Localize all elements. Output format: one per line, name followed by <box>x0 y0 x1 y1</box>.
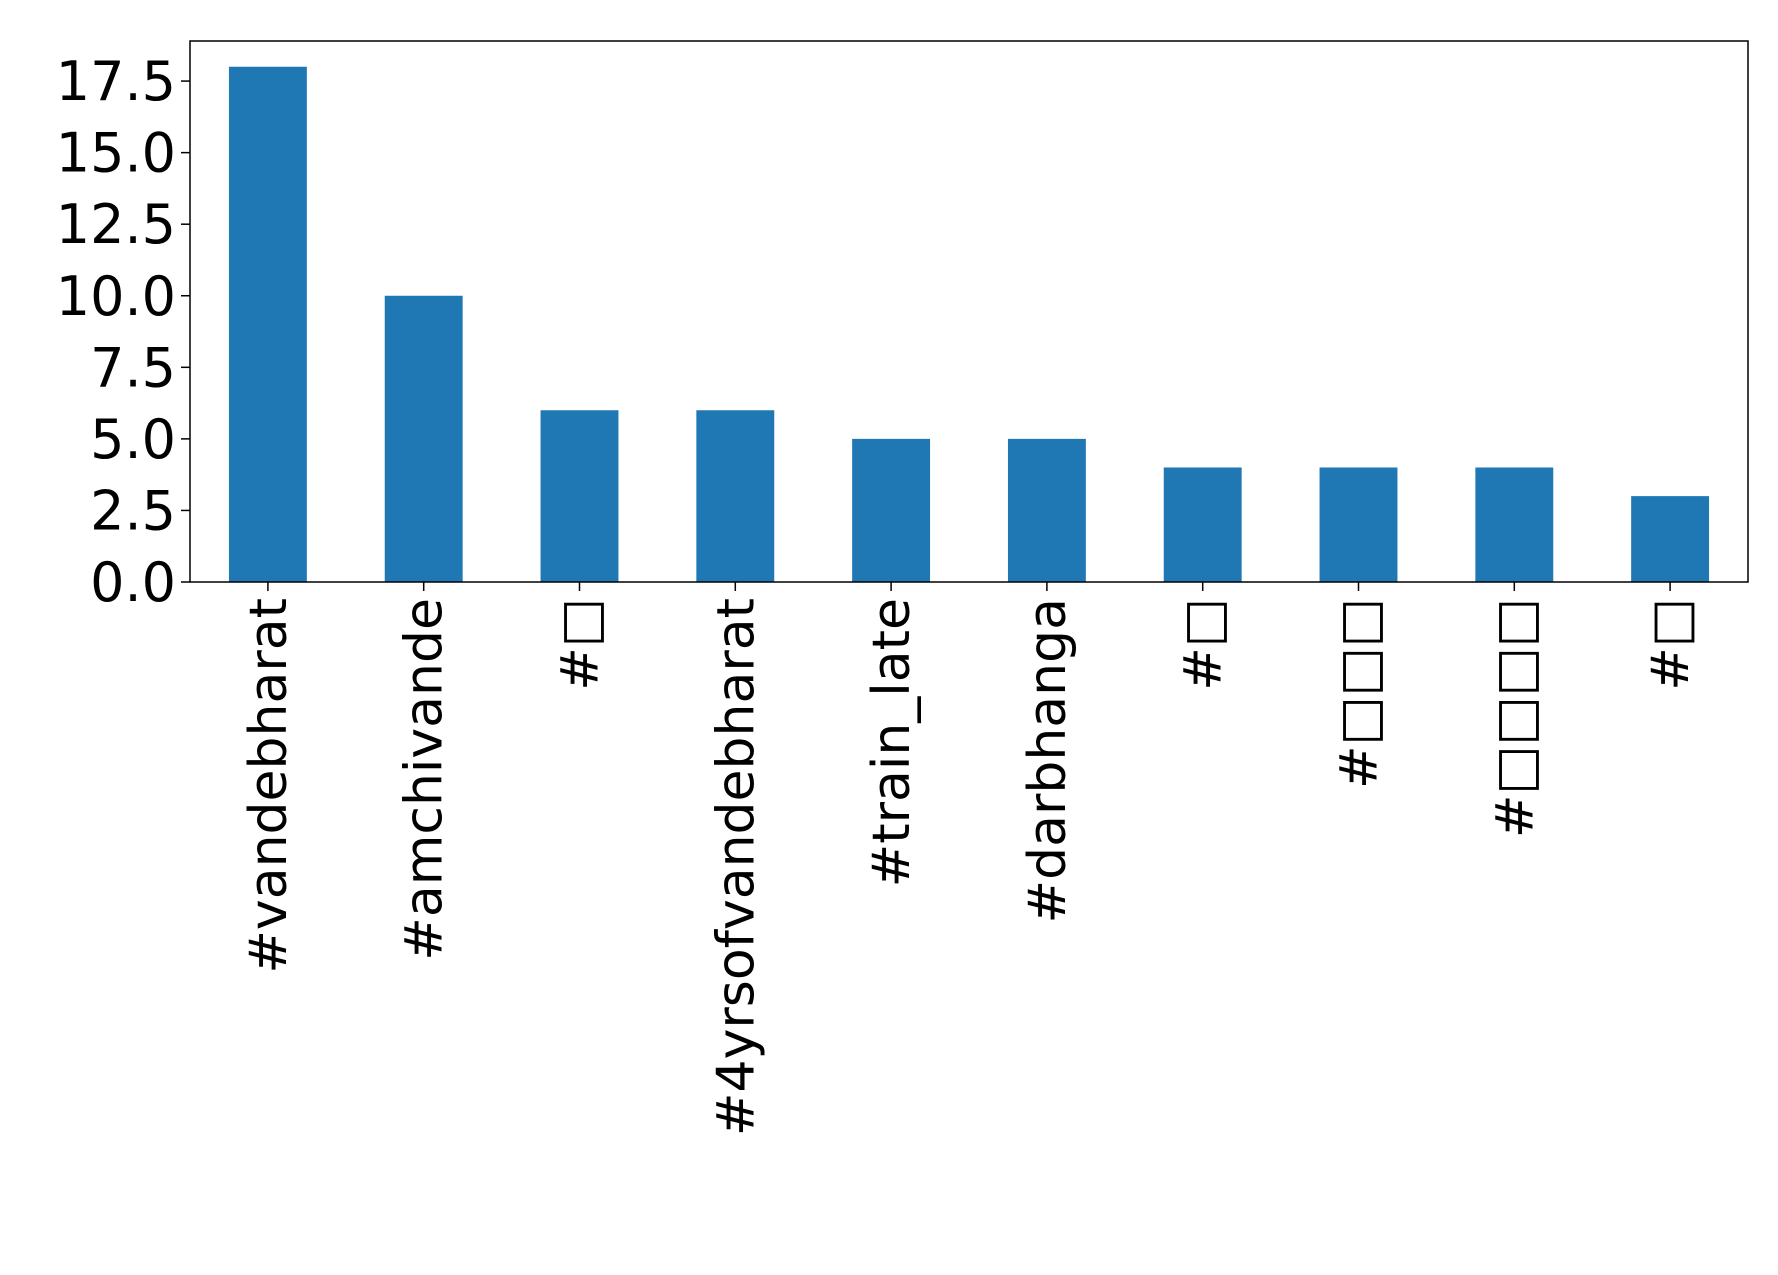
x-tick-label: #4yrsofvandebharat <box>706 598 766 1136</box>
y-tick-label: 17.5 <box>56 50 176 113</box>
bar <box>1007 438 1086 582</box>
bar <box>1163 467 1242 582</box>
y-tick-label: 15.0 <box>56 122 176 185</box>
x-tick-label: #train_late <box>862 598 922 887</box>
x-tick-label: #□ <box>1174 598 1234 691</box>
plot-frame <box>189 40 1749 583</box>
x-tick-label: #□ <box>551 598 611 691</box>
y-tick-label: 7.5 <box>90 336 176 399</box>
x-tick-label: #amchivande <box>395 598 455 961</box>
x-tick-label: #□□□ <box>1330 598 1390 789</box>
bars-layer <box>228 66 1710 582</box>
x-axis: #vandebharat #amchivande #□ #4yrsofvandebha… <box>239 582 1701 1136</box>
bar <box>384 295 463 582</box>
x-tick-label: #darbhanga <box>1018 598 1078 923</box>
x-tick-label: #□ <box>1641 598 1701 691</box>
y-tick-label: 2.5 <box>90 479 176 542</box>
y-tick-label: 12.5 <box>56 193 176 256</box>
bar <box>1319 467 1398 582</box>
bar <box>1631 496 1710 582</box>
bar <box>228 66 307 582</box>
bar <box>540 410 619 582</box>
x-tick-label: #vandebharat <box>239 598 299 974</box>
y-tick-label: 5.0 <box>90 408 176 471</box>
y-tick-label: 10.0 <box>56 265 176 328</box>
bar <box>852 438 931 582</box>
bar <box>1475 467 1554 582</box>
y-axis: 0.0 2.5 5.0 7.5 10.0 12.5 15.0 17.5 <box>56 50 190 614</box>
x-tick-label: #□□□□ <box>1485 598 1545 838</box>
y-tick-label: 0.0 <box>90 551 176 614</box>
bar <box>696 410 775 582</box>
